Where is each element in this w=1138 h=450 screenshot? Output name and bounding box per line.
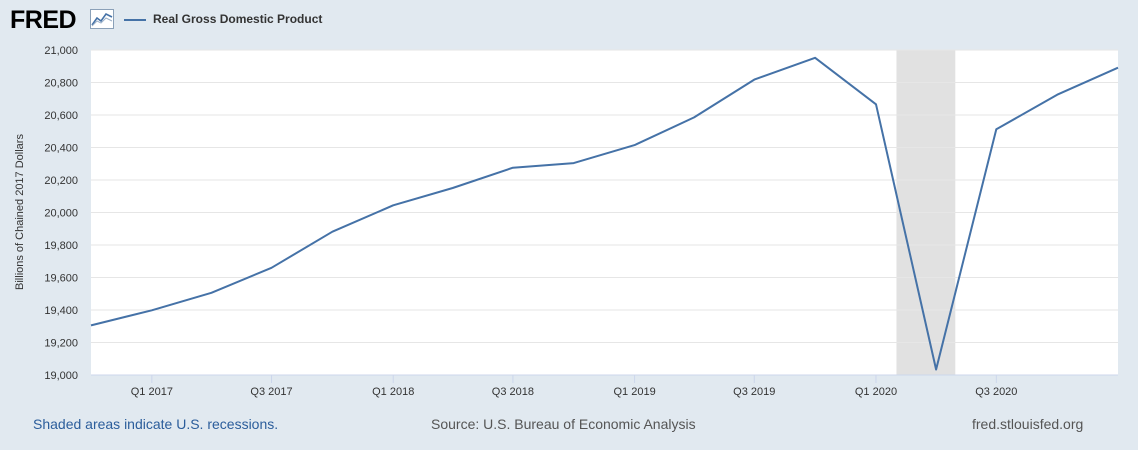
- data-point[interactable]: [812, 55, 818, 61]
- y-tick-label: 20,200: [44, 175, 78, 187]
- x-tick-label: Q3 2020: [975, 386, 1017, 398]
- y-tick-label: 20,800: [44, 78, 78, 90]
- source-note: Source: U.S. Bureau of Economic Analysis: [431, 416, 696, 432]
- series-line-real-gdp[interactable]: [90, 56, 1119, 371]
- recession-note-link[interactable]: Shaded areas indicate U.S. recessions.: [33, 416, 279, 432]
- x-tick-label: Q1 2019: [613, 386, 655, 398]
- y-tick-label: 19,400: [44, 305, 78, 317]
- data-point[interactable]: [1115, 65, 1121, 71]
- data-point[interactable]: [691, 114, 697, 120]
- data-point[interactable]: [329, 229, 335, 235]
- data-point[interactable]: [208, 290, 214, 296]
- x-tick-label: Q3 2017: [250, 386, 292, 398]
- data-point[interactable]: [510, 165, 516, 171]
- data-point[interactable]: [873, 101, 879, 107]
- y-tick-label: 19,800: [44, 240, 78, 252]
- data-point[interactable]: [571, 160, 577, 166]
- legend-series-label[interactable]: Real Gross Domestic Product: [153, 12, 323, 26]
- y-axis-title: Billions of Chained 2017 Dollars: [14, 134, 26, 290]
- data-point[interactable]: [450, 185, 456, 191]
- x-tick-label: Q1 2020: [855, 386, 897, 398]
- data-point[interactable]: [390, 202, 396, 208]
- data-point[interactable]: [1054, 92, 1060, 98]
- chart-header: FRED Real Gross Domestic Product: [10, 6, 610, 34]
- y-axis-ticks: 19,000 19,200 19,400 19,600 19,800 20,000 20,2…: [44, 45, 78, 382]
- legend-line-swatch: [124, 19, 146, 21]
- y-tick-label: 20,400: [44, 143, 78, 155]
- x-axis-ticks: Q1 2017 Q3 2017 Q1 2018 Q3 2018 Q1 2019 Q3 20…: [131, 375, 1017, 398]
- y-tick-label: 20,000: [44, 208, 78, 220]
- chart-trend-icon: [90, 9, 114, 29]
- data-point[interactable]: [933, 366, 939, 372]
- y-tick-label: 19,600: [44, 273, 78, 285]
- data-point[interactable]: [149, 307, 155, 313]
- data-point[interactable]: [751, 77, 757, 83]
- y-tick-label: 19,000: [44, 370, 78, 382]
- data-point[interactable]: [269, 265, 275, 271]
- series-layer: [88, 55, 1121, 372]
- y-tick-label: 19,200: [44, 338, 78, 350]
- x-tick-label: Q3 2018: [492, 386, 534, 398]
- x-tick-label: Q1 2018: [372, 386, 414, 398]
- fred-logo[interactable]: FRED: [10, 6, 77, 34]
- y-tick-label: 20,600: [44, 110, 78, 122]
- data-point[interactable]: [632, 142, 638, 148]
- y-tick-label: 21,000: [44, 45, 78, 57]
- x-tick-label: Q1 2017: [131, 386, 173, 398]
- line-chart: 19,000 19,200 19,400 19,600 19,800 20,000 20,2…: [14, 45, 1121, 398]
- site-url[interactable]: fred.stlouisfed.org: [972, 416, 1084, 432]
- data-point[interactable]: [993, 126, 999, 132]
- x-tick-label: Q3 2019: [733, 386, 775, 398]
- data-point[interactable]: [88, 322, 94, 328]
